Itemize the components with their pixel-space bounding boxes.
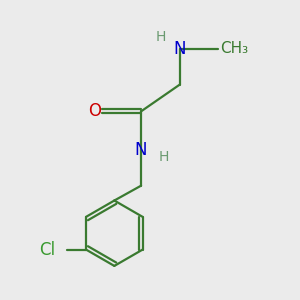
Text: CH₃: CH₃ <box>220 41 248 56</box>
Text: N: N <box>135 141 147 159</box>
Text: Cl: Cl <box>39 241 55 259</box>
Text: N: N <box>173 40 186 58</box>
Text: H: H <box>155 30 166 44</box>
Text: H: H <box>158 150 169 164</box>
Text: O: O <box>88 102 101 120</box>
